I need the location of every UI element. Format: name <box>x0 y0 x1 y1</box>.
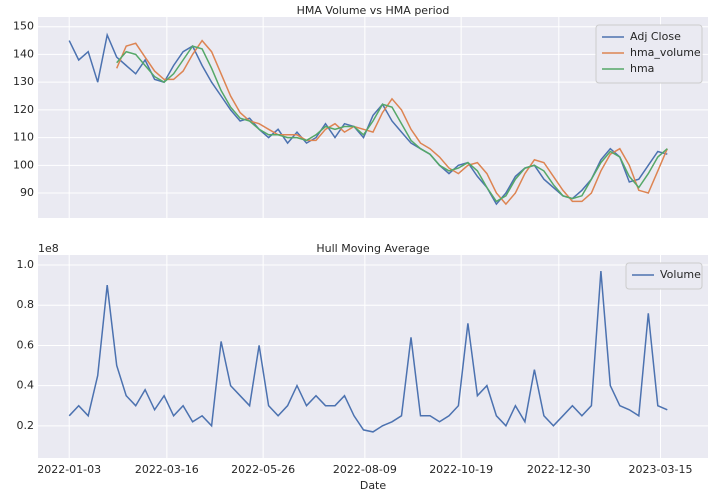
y-tick-label: 0.6 <box>17 338 35 351</box>
x-tick-label: 2023-03-15 <box>629 463 693 476</box>
legend-label: Adj Close <box>630 30 681 43</box>
y-tick-label: 0.8 <box>17 298 35 311</box>
x-tick-label: 2022-10-19 <box>429 463 493 476</box>
y-tick-label: 110 <box>13 131 34 144</box>
legend-box <box>625 262 703 290</box>
y-tick-label: 140 <box>13 47 34 60</box>
data-line <box>116 45 668 203</box>
data-line <box>116 39 668 206</box>
x-tick-label: 2022-03-16 <box>135 463 199 476</box>
x-tick-label: 2022-05-26 <box>231 463 295 476</box>
y-tick-label: 0.2 <box>17 419 35 432</box>
y-tick-label: 100 <box>13 158 34 171</box>
x-tick-label: 2022-12-30 <box>527 463 591 476</box>
chart-title: Hull Moving Average <box>316 242 429 255</box>
offset-label: 1e8 <box>38 242 59 255</box>
y-tick-label: 0.4 <box>17 379 35 392</box>
y-tick-label: 90 <box>20 186 34 199</box>
x-tick-label: 2022-01-03 <box>37 463 101 476</box>
y-tick-label: 150 <box>13 20 34 33</box>
x-tick-label: 2022-08-09 <box>333 463 397 476</box>
data-line <box>68 271 668 433</box>
legend-label: Volume <box>660 268 701 281</box>
legend-label: hma <box>630 62 654 75</box>
y-tick-label: 130 <box>13 75 34 88</box>
y-tick-label: 120 <box>13 103 34 116</box>
plot-area <box>38 255 708 458</box>
y-tick-label: 1.0 <box>17 258 35 271</box>
chart-title: HMA Volume vs HMA period <box>297 4 450 17</box>
legend-label: hma_volume <box>630 46 701 59</box>
legend: Volume <box>625 262 703 290</box>
x-axis-label: Date <box>360 479 387 492</box>
